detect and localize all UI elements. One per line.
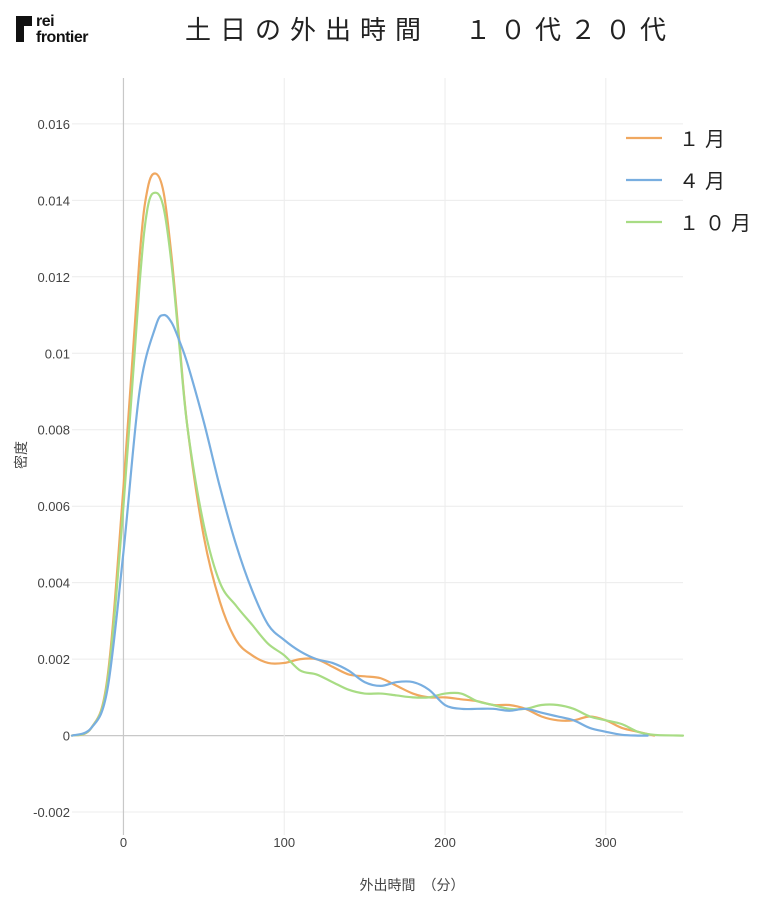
y-tick-label: 0.002	[37, 652, 70, 667]
series-line-2	[70, 313, 649, 737]
grid	[72, 78, 683, 835]
series-lines	[70, 172, 685, 737]
brand-line-2: frontier	[36, 29, 89, 46]
y-tick-label: 0.008	[37, 423, 70, 438]
y-tick-label: 0	[63, 729, 70, 744]
x-tick-label: 100	[273, 835, 295, 850]
tick-labels: -0.002 0 0.002 0.004 0.006 0.008 0.01 0.012 0.01…	[33, 117, 617, 850]
x-tick-label: 200	[434, 835, 456, 850]
y-tick-label: 0.004	[37, 576, 70, 591]
legend: １月 ４月 １０月	[626, 127, 757, 235]
y-tick-label: -0.002	[33, 805, 70, 820]
y-tick-label: 0.006	[37, 499, 70, 514]
brand-logo: rei frontier	[14, 12, 124, 52]
brand-line-1: rei	[36, 13, 55, 30]
legend-label: ４月	[679, 169, 731, 193]
y-tick-label: 0.016	[37, 117, 70, 132]
brand-mark-icon	[16, 16, 32, 42]
brand-wordmark: rei frontier	[36, 13, 89, 46]
legend-label: １０月	[679, 211, 757, 235]
y-axis-label: 密度	[13, 441, 30, 469]
x-tick-label: 300	[595, 835, 617, 850]
y-tick-label: 0.014	[37, 193, 70, 208]
chart-title: 土日の外出時間 １０代２０代	[184, 16, 675, 46]
x-tick-label: 0	[120, 835, 127, 850]
x-axis-label: 外出時間 （分）	[360, 878, 465, 894]
legend-label: １月	[679, 127, 731, 151]
series-line-1	[70, 172, 656, 737]
series-line-3	[70, 191, 685, 737]
y-tick-label: 0.01	[45, 346, 70, 361]
y-tick-label: 0.012	[37, 270, 70, 285]
